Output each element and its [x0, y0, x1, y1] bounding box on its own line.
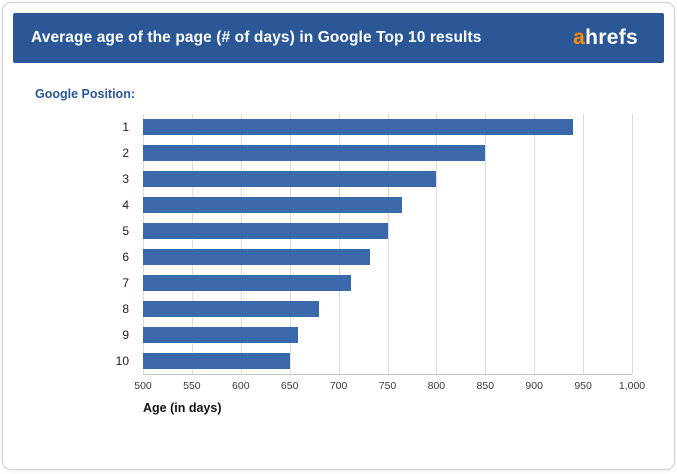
- google-position-label: Google Position:: [35, 87, 135, 101]
- ahrefs-logo-text: hrefs: [585, 26, 638, 49]
- category-label: 2: [122, 146, 129, 160]
- category-label: 7: [122, 276, 129, 290]
- gridline: [191, 114, 193, 374]
- bar-row: [143, 140, 632, 166]
- bar: [143, 145, 486, 161]
- gridline: [632, 114, 633, 374]
- gridline: [240, 114, 242, 374]
- category-label: 4: [122, 198, 129, 212]
- x-tick-label: 1,000: [618, 380, 646, 392]
- bar-row: [143, 322, 632, 348]
- gridline: [387, 114, 389, 374]
- bar-row: [143, 192, 632, 218]
- x-tick-label: 700: [329, 380, 348, 392]
- gridline: [338, 114, 340, 374]
- x-tick-label: 850: [476, 380, 495, 392]
- x-tick-label: 600: [232, 380, 250, 392]
- bar-row: [143, 218, 632, 244]
- x-axis-label: Age (in days): [143, 401, 222, 415]
- bar: [143, 353, 290, 369]
- category-label: 5: [122, 224, 129, 238]
- chart-title: Average age of the page (# of days) in G…: [31, 29, 482, 46]
- bar: [143, 301, 320, 317]
- bar: [143, 275, 352, 291]
- category-labels: 1 2 3 4 5 6 7 8 9 10: [25, 114, 143, 375]
- bar: [143, 223, 389, 239]
- chart-header: Average age of the page (# of days) in G…: [13, 13, 664, 63]
- bar: [143, 327, 298, 343]
- x-axis: 500 550 600 650 700 750 800 850 900 950 1,000: [134, 375, 645, 392]
- category-label: 8: [122, 302, 129, 316]
- chart-body: Google Position: 1 2 3 4 5 6 7 8 9 10 500 550 600 65…: [13, 63, 664, 415]
- bar-row: [143, 296, 632, 322]
- x-tick-label: 650: [280, 380, 299, 392]
- gridline: [583, 114, 585, 374]
- category-label: 10: [115, 354, 129, 368]
- gridline: [436, 114, 438, 374]
- bar: [143, 119, 574, 135]
- bar: [143, 249, 370, 265]
- ahrefs-logo: ahrefs: [573, 26, 638, 50]
- gridline: [289, 114, 291, 374]
- plot-area: [143, 114, 633, 375]
- bar-row: [143, 244, 632, 270]
- gridline: [534, 114, 536, 374]
- gridlines-layer: [143, 114, 633, 374]
- category-label: 1: [122, 120, 129, 134]
- bar: [143, 197, 403, 213]
- x-tick-label: 550: [183, 380, 201, 392]
- bars-layer: [143, 114, 632, 374]
- x-tick-label: 750: [378, 380, 397, 392]
- category-label: 6: [122, 250, 129, 264]
- x-tick-label: 950: [574, 380, 592, 392]
- x-tick-label: 900: [525, 380, 543, 392]
- bar: [143, 171, 437, 187]
- x-tick-label: 500: [134, 380, 152, 392]
- bar-row: [143, 114, 632, 140]
- plot-container: 1 2 3 4 5 6 7 8 9 10: [25, 114, 633, 375]
- gridline: [143, 114, 144, 374]
- bar-row: [143, 270, 632, 296]
- x-tick-label: 800: [427, 380, 446, 392]
- category-label: 9: [122, 328, 129, 342]
- gridline: [485, 114, 487, 374]
- bar-row: [143, 166, 632, 192]
- category-label: 3: [122, 172, 129, 186]
- bar-row: [143, 348, 632, 374]
- ahrefs-logo-accent: a: [573, 26, 586, 49]
